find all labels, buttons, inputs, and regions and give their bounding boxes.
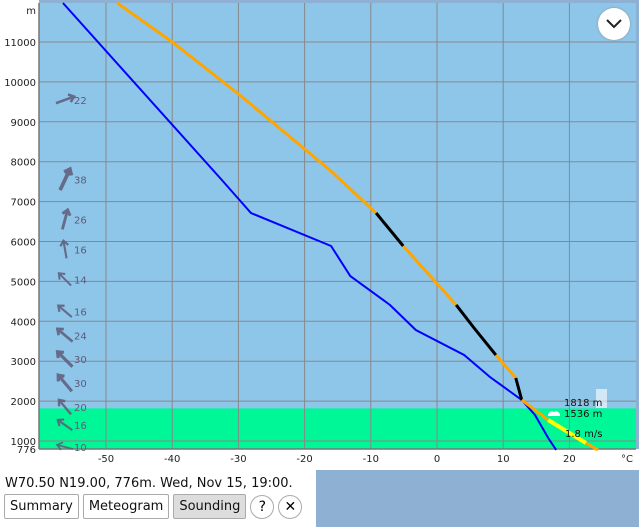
- help-button[interactable]: ?: [250, 494, 275, 519]
- wind-speed-label: 20: [74, 403, 87, 414]
- x-tick-label: 0: [434, 454, 440, 465]
- y-tick-label: 4000: [11, 317, 36, 328]
- y-tick-label: 8000: [11, 158, 36, 169]
- y-axis-unit: m: [26, 6, 36, 17]
- wind-arrow-icon: [55, 441, 74, 451]
- sounding-button[interactable]: Sounding: [173, 494, 247, 519]
- meteogram-button[interactable]: Meteogram: [82, 494, 170, 519]
- wind-speed-label: 10: [74, 443, 87, 454]
- cloud-base-label: 1536 m: [564, 409, 602, 420]
- sky-background: [39, 3, 636, 449]
- x-axis-unit: °C: [621, 454, 633, 465]
- wind-arrow-icon: [57, 272, 72, 287]
- x-axis-background: [0, 449, 639, 470]
- wind-speed-label: 26: [74, 216, 87, 227]
- location-info: W70.50 N19.00, 776m. Wed, Nov 15, 19:00.: [5, 476, 293, 491]
- wind-speed-label: 30: [74, 379, 87, 390]
- wind-arrow-icon: [55, 93, 76, 105]
- wind-arrow-icon: [55, 327, 74, 343]
- x-tick-label: 20: [563, 454, 576, 465]
- x-tick-label: -10: [363, 454, 379, 465]
- x-tick-label: -30: [230, 454, 246, 465]
- temperature-segment-black: [455, 304, 498, 356]
- y-tick-label: 6000: [11, 238, 36, 249]
- wind-arrow-icon: [55, 349, 74, 368]
- temperature-segment-yellow: [547, 418, 587, 445]
- wind-speed-label: 16: [74, 307, 87, 318]
- wind-speed-label: 14: [74, 275, 87, 286]
- sounding-chart: -50 -40 -30 -20 -10 0 10 20 1000 2000 3000 4000 5000…: [0, 0, 639, 470]
- y-tick-label: 3000: [11, 357, 36, 368]
- wind-speed-label: 16: [74, 421, 87, 432]
- wind-speed-label: 30: [74, 355, 87, 366]
- boundary-layer: [39, 408, 636, 449]
- y-axis-background: [0, 0, 39, 470]
- surface-wind-label: 1.8 m/s: [565, 429, 602, 440]
- wind-arrow-icon: [59, 239, 69, 259]
- wind-arrow-icon: [56, 373, 74, 393]
- info-panel: W70.50 N19.00, 776m. Wed, Nov 15, 19:00.…: [0, 470, 316, 527]
- wind-arrow-icon: [56, 304, 73, 318]
- wind-arrow-icon: [61, 207, 72, 230]
- x-tick-label: -40: [164, 454, 180, 465]
- y-tick-label: 11000: [4, 38, 36, 49]
- temperature-segment-orange: [402, 245, 458, 306]
- temperature-segment-orange: [116, 1, 378, 215]
- summary-button[interactable]: Summary: [4, 494, 79, 519]
- collapse-button[interactable]: [598, 8, 630, 40]
- y-tick-label: 2000: [11, 397, 36, 408]
- dewpoint-line: [62, 2, 557, 451]
- chevron-down-icon: [606, 19, 622, 29]
- wind-speed-label: 38: [74, 176, 87, 187]
- y-tick-label: 9000: [11, 118, 36, 129]
- temperature-segment-orange: [520, 398, 550, 422]
- wind-speed-label: 24: [74, 331, 87, 342]
- wind-arrow-icon: [58, 166, 74, 191]
- x-tick-label: -20: [296, 454, 312, 465]
- wind-speed-label: 22: [74, 96, 87, 107]
- y-tick-label: 5000: [11, 277, 36, 288]
- y-tick-label: 7000: [11, 198, 36, 209]
- y-ground-label: 776: [17, 445, 36, 456]
- y-tick-label: 10000: [4, 78, 36, 89]
- y-tick-label: 1000: [11, 437, 36, 448]
- wind-speed-label: 16: [74, 245, 87, 256]
- x-tick-label: 10: [497, 454, 510, 465]
- boundary-height-label: 1818 m: [564, 398, 602, 409]
- wind-arrow-icon: [56, 418, 73, 432]
- cloud-icon: [547, 411, 561, 416]
- wind-arrow-icon: [57, 398, 72, 416]
- temperature-segment-black: [514, 377, 524, 401]
- close-button[interactable]: ✕: [278, 494, 303, 519]
- temperature-segment-orange: [494, 354, 517, 379]
- temperature-segment-black: [374, 212, 405, 247]
- x-tick-label: -50: [98, 454, 114, 465]
- cloud-cover-marker: [596, 389, 607, 408]
- temperature-segment-orange: [585, 441, 599, 452]
